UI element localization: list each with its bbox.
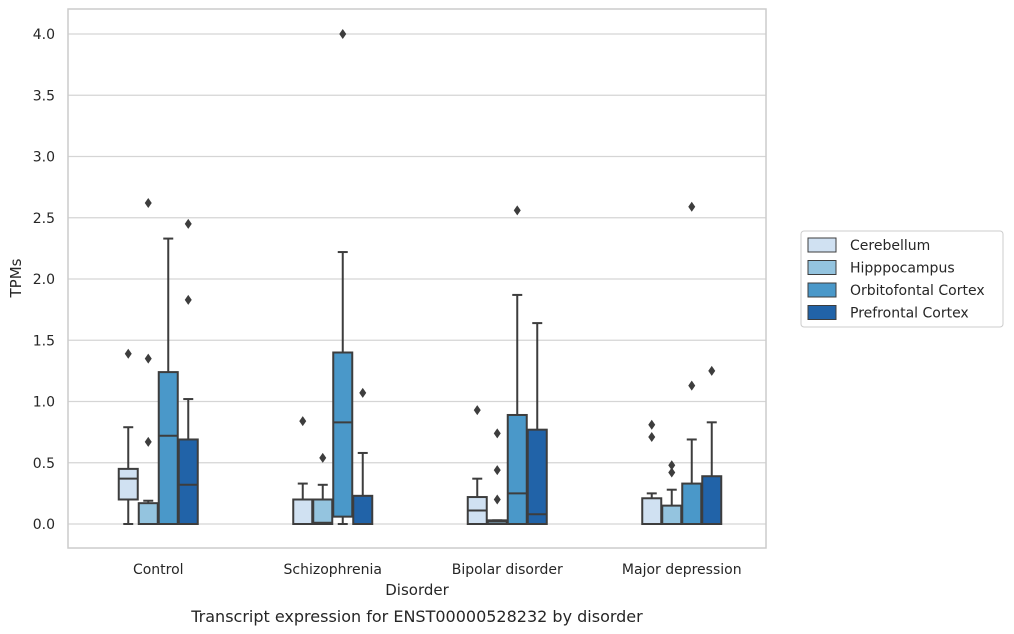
legend-frame [800,230,1004,328]
box-body [352,494,374,526]
box-orbitofontal-cortex [157,237,179,525]
x-axis-label: Disorder [385,581,449,599]
box-body [506,413,528,526]
y-tick-label: 2.5 [33,211,55,227]
legend-swatch [807,260,837,275]
box-prefrontal-cortex [352,387,374,526]
legend: Cerebellum Hipppocampus Orbitofontal Corte… [800,230,1004,328]
box-orbitofontal-cortex [332,29,354,525]
outlier-point [668,467,676,478]
box-cerebellum [117,348,139,525]
box-body [312,498,334,525]
box-body [641,497,663,525]
box-prefrontal-cortex [701,365,723,526]
outlier-point [648,432,656,443]
y-tick-labels: 0.0 0.5 1.0 1.5 2.0 2.5 3.0 3.5 4.0 [33,27,55,533]
box-cerebellum [292,416,314,525]
outlier-point [688,201,696,212]
box-body [117,467,139,501]
outlier-point [299,416,307,427]
legend-label: Cerebellum [850,238,930,254]
outlier-point [359,387,367,398]
box-prefrontal-cortex [177,218,199,526]
box-body [137,502,159,525]
outlier-point [473,405,481,416]
box-plots [117,29,723,526]
figure-caption: Transcript expression for ENST0000052823… [190,607,643,626]
y-tick-label: 0.0 [33,517,55,533]
y-tick-label: 3.5 [33,88,55,104]
outlier-point [339,29,347,39]
legend-swatch [807,282,837,298]
outlier-point [124,348,132,359]
box-body [332,351,354,518]
y-tick-label: 2.0 [33,272,55,288]
x-tick-labels: Control Schizophrenia Bipolar disorder Majo… [133,562,742,578]
legend-label: Orbitofontal Cortex [850,283,985,299]
outlier-point [648,419,656,430]
y-tick-label: 0.5 [33,456,55,472]
x-tick-label: Major depression [622,562,742,578]
x-tick-label: Bipolar disorder [452,562,563,578]
outlier-point [708,365,716,376]
box-body [292,498,314,525]
x-tick-label: Schizophrenia [284,562,382,578]
box-body [681,482,703,526]
box-orbitofontal-cortex [681,201,703,526]
legend-label: Prefrontal Cortex [850,306,969,322]
outlier-point [493,428,501,439]
y-tick-label: 1.0 [33,395,55,411]
outlier-point [144,198,152,209]
outlier-point [513,205,521,216]
box-body [526,428,548,525]
box-hipppocampus [661,460,683,525]
box-body [177,438,199,526]
outlier-point [144,436,152,447]
outlier-point [493,494,501,505]
box-hipppocampus [312,452,334,525]
legend-swatch [807,237,837,253]
outlier-point [184,218,192,229]
legend-label: Hipppocampus [850,261,955,277]
box-body [701,475,723,526]
plot-frame [67,8,767,549]
outlier-point [184,294,192,305]
box-orbitofontal-cortex [506,205,528,526]
y-tick-label: 1.5 [33,333,55,349]
y-axis-label: TPMs [7,258,25,298]
legend-items: Cerebellum Hipppocampus Orbitofontal Corte… [807,237,985,322]
box-body [157,371,179,525]
outlier-point [319,452,327,463]
box-cerebellum [466,405,488,525]
box-hipppocampus [486,428,508,526]
box-prefrontal-cortex [526,322,548,525]
outlier-point [668,460,676,471]
outlier-point [688,380,696,391]
box-hipppocampus [137,198,159,525]
box-cerebellum [641,419,663,525]
y-tick-label: 4.0 [33,27,55,43]
box-body [661,504,683,525]
y-tick-label: 3.0 [33,150,55,166]
outlier-point [493,465,501,476]
x-tick-label: Control [133,562,184,578]
legend-swatch [807,305,837,320]
outlier-point [144,353,152,364]
